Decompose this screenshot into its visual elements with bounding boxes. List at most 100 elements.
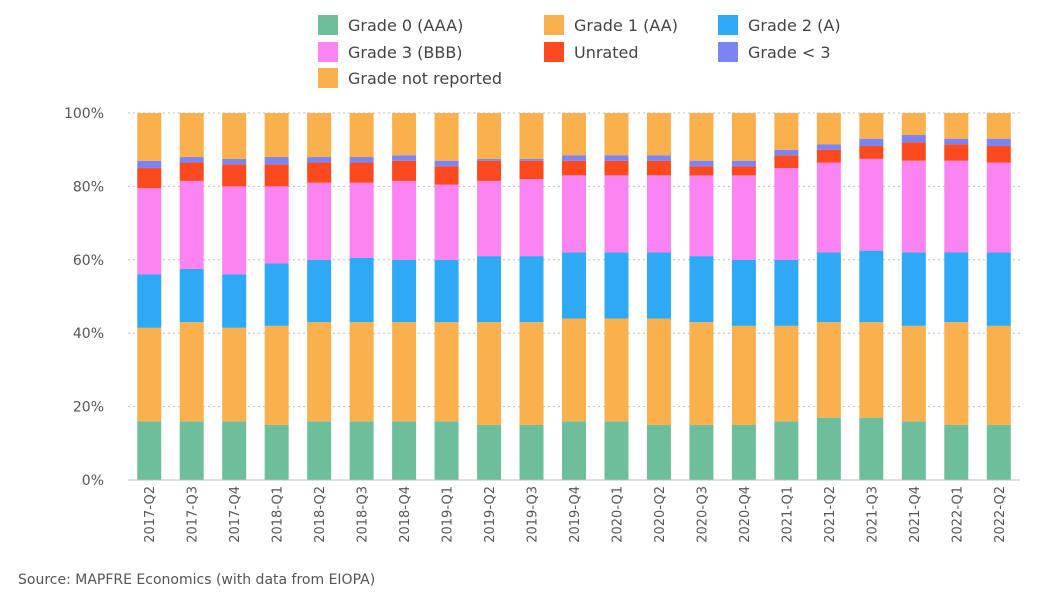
bar-segment-grade-0-aaa-2018-Q1 xyxy=(264,424,289,480)
bar-segment-grade-3-2021-Q1 xyxy=(774,149,799,156)
x-tick-label: 2018-Q2 xyxy=(313,486,328,543)
bar-segment-unrated-2020-Q2 xyxy=(646,160,671,176)
bar-segment-grade-1-aa-2019-Q4 xyxy=(562,318,586,422)
bar-segment-unrated-2022-Q2 xyxy=(986,146,1011,163)
bar-segment-grade-2-a-2018-Q3 xyxy=(349,257,374,323)
bar-segment-grade-3-bbb-2020-Q1 xyxy=(604,175,629,253)
legend-swatch-grade-3 xyxy=(318,42,338,62)
bar-segment-grade-3-2019-Q1 xyxy=(434,160,459,167)
bar-segment-grade-3-bbb-2017-Q3 xyxy=(179,180,204,269)
bar-segment-unrated-2018-Q1 xyxy=(264,164,289,187)
bar-segment-grade-3-bbb-2017-Q2 xyxy=(137,188,162,275)
bar-segment-grade-3-2017-Q4 xyxy=(222,158,247,165)
bar-segment-grade-not-reported-2020-Q4 xyxy=(731,113,756,161)
x-tick-label: 2019-Q4 xyxy=(568,486,583,543)
bar-segment-grade-3-bbb-2020-Q2 xyxy=(646,175,671,253)
x-tick-label: 2021-Q2 xyxy=(823,486,838,543)
bar-segment-grade-0-aaa-2019-Q3 xyxy=(519,424,544,480)
bar-segment-unrated-2021-Q4 xyxy=(901,142,926,161)
bar-segment-grade-0-aaa-2020-Q4 xyxy=(731,424,756,480)
bar-segment-grade-not-reported-2020-Q3 xyxy=(689,113,714,161)
x-tick-label: 2018-Q4 xyxy=(398,486,413,543)
bar-segment-grade-3-bbb-2021-Q1 xyxy=(774,168,799,260)
bar-segment-grade-1-aa-2020-Q4 xyxy=(731,325,756,425)
y-tick-label: 40% xyxy=(73,326,104,342)
legend-label-grade-0: Grade 0 (AAA) xyxy=(348,15,464,35)
source-note: Source: MAPFRE Economics (with data from… xyxy=(18,572,376,588)
bar-segment-grade-not-reported-2021-Q3 xyxy=(859,113,884,139)
x-tick-label: 2021-Q3 xyxy=(865,486,880,543)
bar-segment-grade-0-aaa-2018-Q2 xyxy=(307,421,332,480)
bar-segment-unrated-2020-Q4 xyxy=(731,166,756,176)
bar-segment-grade-3-bbb-2019-Q3 xyxy=(519,179,544,257)
bar-segment-grade-3-2018-Q2 xyxy=(307,157,332,163)
bar-segment-grade-1-aa-2021-Q2 xyxy=(816,322,841,418)
legend-swatch-grade-1 xyxy=(544,15,564,35)
legend-swatch-grade-0 xyxy=(318,15,338,35)
legend-item-grade-lt-3: Grade < 3 xyxy=(718,41,831,63)
bar-segment-grade-1-aa-2021-Q1 xyxy=(774,325,799,422)
bar-segment-grade-2-a-2020-Q2 xyxy=(646,252,671,319)
bar-segment-grade-3-bbb-2021-Q3 xyxy=(859,158,884,251)
bar-segment-grade-0-aaa-2022-Q2 xyxy=(986,424,1011,480)
bar-segment-grade-0-aaa-2018-Q3 xyxy=(349,421,374,480)
bar-segment-grade-2-a-2017-Q2 xyxy=(137,274,162,328)
bar-segment-grade-not-reported-2022-Q1 xyxy=(944,113,969,139)
bar-segment-unrated-2020-Q1 xyxy=(604,160,629,176)
bar-segment-grade-0-aaa-2021-Q4 xyxy=(901,421,926,480)
legend-label-grade-3: Grade 3 (BBB) xyxy=(348,42,463,62)
bar-segment-grade-2-a-2020-Q3 xyxy=(689,256,714,323)
bar-segment-grade-1-aa-2019-Q1 xyxy=(434,322,459,422)
bar-segment-unrated-2020-Q3 xyxy=(689,166,714,176)
bar-segment-grade-2-a-2021-Q3 xyxy=(859,250,884,323)
bar-segment-grade-2-a-2019-Q1 xyxy=(434,259,459,323)
bar-segment-grade-not-reported-2020-Q2 xyxy=(646,113,671,156)
bar-segment-grade-3-bbb-2022-Q2 xyxy=(986,162,1011,253)
bar-segment-grade-0-aaa-2020-Q1 xyxy=(604,421,629,480)
bar-segment-grade-2-a-2019-Q2 xyxy=(477,256,502,323)
bar-segment-grade-3-2018-Q1 xyxy=(264,157,289,165)
bar-segment-grade-0-aaa-2021-Q2 xyxy=(816,417,841,480)
bar-segment-grade-3-2017-Q3 xyxy=(179,157,204,163)
bar-segment-grade-3-2017-Q2 xyxy=(137,160,162,169)
bar-segment-grade-1-aa-2022-Q1 xyxy=(944,322,969,425)
bar-segment-grade-not-reported-2019-Q3 xyxy=(519,113,544,159)
bar-segment-unrated-2021-Q3 xyxy=(859,146,884,159)
y-tick-label: 60% xyxy=(73,253,104,269)
bar-segment-grade-not-reported-2018-Q4 xyxy=(392,113,417,156)
bar-segment-grade-not-reported-2020-Q1 xyxy=(604,113,629,156)
x-tick-label: 2017-Q2 xyxy=(143,486,158,543)
legend-item-unrated: Unrated xyxy=(544,41,639,63)
bar-segment-grade-1-aa-2017-Q3 xyxy=(179,322,204,422)
bar-segment-grade-0-aaa-2020-Q3 xyxy=(689,424,714,480)
bar-segment-unrated-2021-Q1 xyxy=(774,155,799,169)
bar-segment-grade-3-bbb-2019-Q1 xyxy=(434,184,459,260)
bar-segment-grade-1-aa-2018-Q2 xyxy=(307,322,332,422)
bar-segment-unrated-2022-Q1 xyxy=(944,144,969,161)
bar-segment-grade-3-bbb-2018-Q2 xyxy=(307,182,332,260)
y-tick-label: 80% xyxy=(73,179,104,195)
bar-segment-grade-0-aaa-2021-Q1 xyxy=(774,421,799,480)
legend-item-grade-3: Grade 3 (BBB) xyxy=(318,41,463,63)
bar-segment-grade-3-bbb-2020-Q4 xyxy=(731,175,756,260)
bar-segment-grade-3-2020-Q2 xyxy=(646,155,671,161)
x-tick-label: 2018-Q1 xyxy=(271,486,286,543)
legend-item-grade-1: Grade 1 (AA) xyxy=(544,14,678,36)
x-tick-label: 2020-Q1 xyxy=(610,486,625,543)
bar-segment-grade-2-a-2022-Q1 xyxy=(944,252,969,323)
legend-swatch-grade-not-reported xyxy=(318,68,338,88)
bar-segment-grade-1-aa-2020-Q1 xyxy=(604,318,629,422)
bar-segment-unrated-2017-Q2 xyxy=(137,168,162,189)
x-tick-label: 2020-Q3 xyxy=(695,486,710,543)
legend-item-grade-not-reported: Grade not reported xyxy=(318,67,502,89)
bar-segment-grade-1-aa-2020-Q3 xyxy=(689,322,714,425)
bar-segment-grade-not-reported-2022-Q2 xyxy=(986,113,1011,139)
bar-segment-grade-2-a-2020-Q1 xyxy=(604,252,629,319)
bar-segment-unrated-2019-Q4 xyxy=(562,160,586,176)
bar-segment-unrated-2017-Q4 xyxy=(222,164,247,187)
bar-segment-grade-2-a-2020-Q4 xyxy=(731,259,756,326)
y-tick-label: 100% xyxy=(64,106,104,122)
bar-segment-grade-0-aaa-2017-Q3 xyxy=(179,421,204,480)
x-tick-label: 2022-Q2 xyxy=(993,486,1008,543)
y-tick-label: 0% xyxy=(82,473,104,489)
